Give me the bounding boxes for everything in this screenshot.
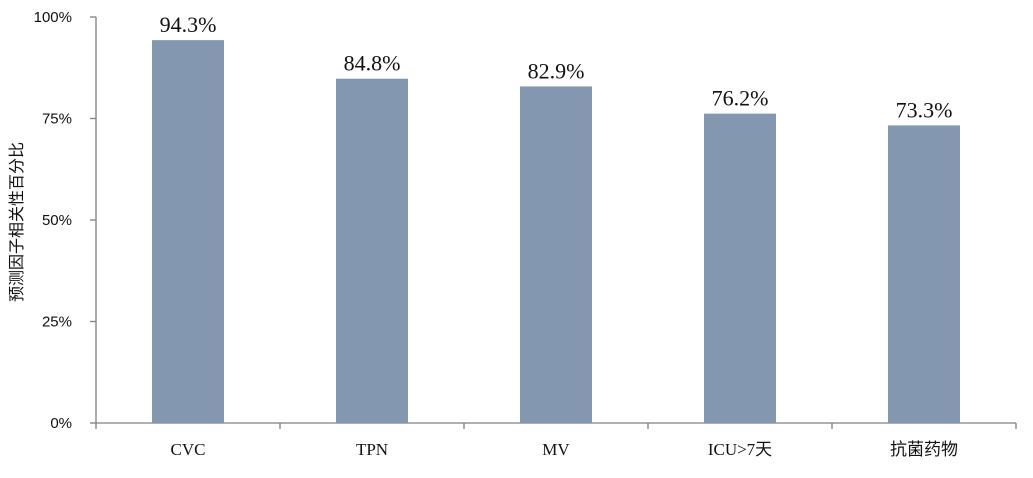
data-label: 76.2% xyxy=(712,86,769,111)
y-axis-title-group: 预测因子相关性百分比 xyxy=(7,142,26,302)
bar xyxy=(336,78,408,423)
bars xyxy=(152,40,960,424)
x-category-label: MV xyxy=(542,440,570,459)
labels: 94.3% CVC 84.8% TPN 82.9% MV 76.2% ICU>7天 73.3% 抗… xyxy=(160,12,958,459)
bar xyxy=(704,113,776,424)
bar xyxy=(152,40,224,423)
y-tick-label: 25% xyxy=(42,314,72,331)
bar xyxy=(888,125,960,423)
data-label: 94.3% xyxy=(160,12,217,37)
data-label: 73.3% xyxy=(896,97,953,122)
x-category-label: 抗菌药物 xyxy=(890,440,958,459)
x-category-label: CVC xyxy=(171,440,206,459)
y-tick-label: 0% xyxy=(50,415,72,432)
x-category-label: ICU>7天 xyxy=(708,440,772,459)
y-tick-label: 50% xyxy=(42,212,72,229)
y-tick-label: 100% xyxy=(34,9,72,26)
data-label: 84.8% xyxy=(344,51,401,76)
y-tick-label: 75% xyxy=(42,111,72,128)
x-category-label: TPN xyxy=(356,440,388,459)
bar xyxy=(520,86,592,424)
y-axis-title: 预测因子相关性百分比 xyxy=(7,142,26,302)
data-label: 82.9% xyxy=(528,58,585,83)
axes: 0% 25% 50% 75% 100% xyxy=(34,9,1017,432)
